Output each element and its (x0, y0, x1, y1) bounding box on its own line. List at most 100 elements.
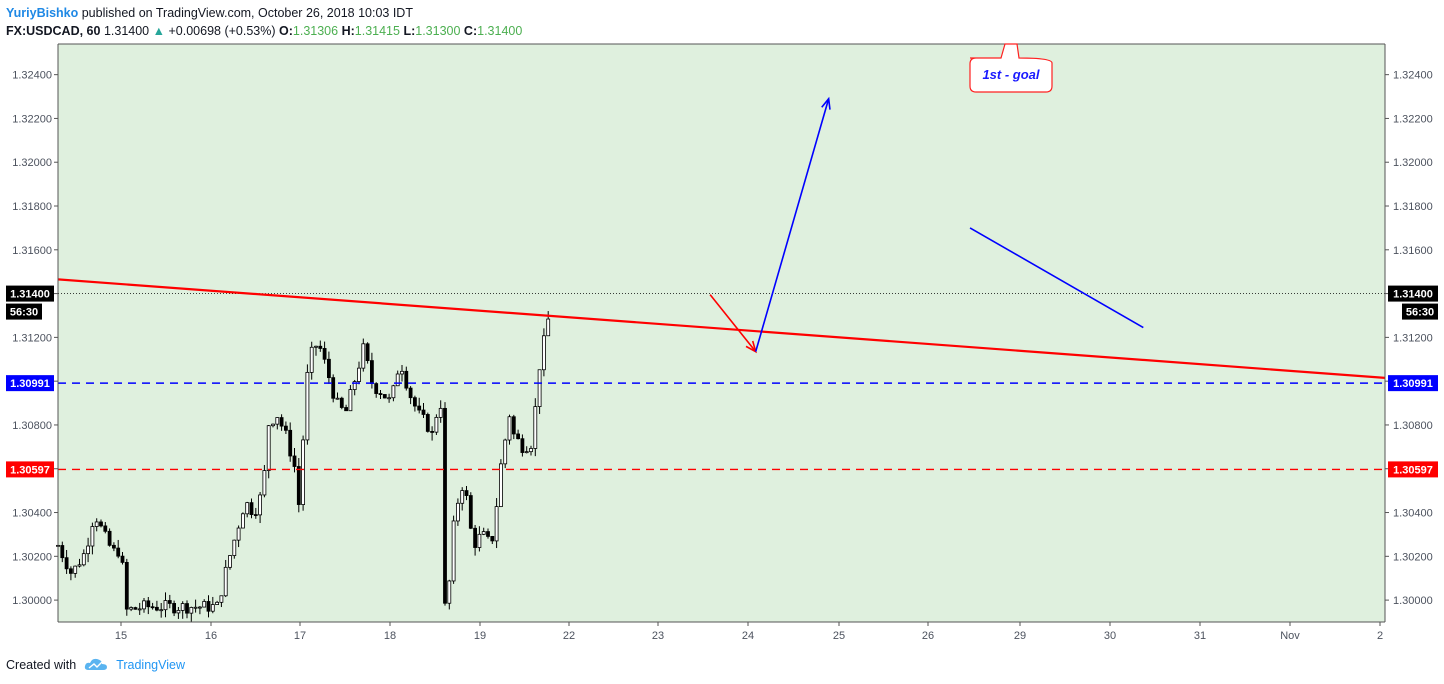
right-price-scale[interactable]: 1.300001.302001.304001.306001.308001.310… (1385, 70, 1433, 607)
plot-area[interactable] (58, 44, 1385, 622)
time-scale[interactable]: 15 16 17 18 19 22 23 24 25 26 29 30 31 Nov 2 (115, 622, 1383, 642)
triangle-up-icon: ▲ (152, 24, 165, 38)
footer: Created with TradingView (6, 658, 185, 672)
y-tick-label-left: 1.32000 (12, 157, 52, 169)
close-label: C: (463, 24, 478, 38)
candle-up (348, 389, 353, 412)
candle-down (374, 383, 379, 394)
candle-up (498, 463, 503, 508)
open-label: O: (279, 24, 293, 38)
y-tick-label-left: 1.30000 (12, 595, 52, 607)
candle-up (193, 606, 198, 609)
candle-down (64, 557, 69, 570)
candle-down (468, 495, 473, 529)
candle-up (434, 416, 439, 433)
candle-up (503, 439, 508, 465)
candle-down (185, 603, 189, 614)
candle-down (486, 531, 490, 537)
candle-down (421, 409, 426, 415)
trendline (57, 278, 1386, 379)
candle-down (443, 407, 447, 604)
candle-up (245, 502, 250, 515)
candle-up (301, 439, 306, 505)
last-price-badge-left: 1.31400 (10, 289, 50, 301)
candle-up (524, 451, 529, 454)
candle-up (180, 603, 185, 611)
level-badge-right: 1.30991 (1393, 378, 1433, 390)
x-tick-label: 18 (384, 630, 396, 642)
candle-down (206, 601, 211, 612)
candle-up (537, 369, 542, 407)
candle-down (154, 606, 159, 611)
last-price-badge-left-bg (6, 285, 54, 302)
candle-up (438, 407, 443, 418)
candle-down (516, 433, 520, 440)
candle-down (318, 345, 323, 349)
low-value: 1.31300 (415, 24, 461, 38)
y-tick-label-left: 1.30800 (12, 420, 52, 432)
y-tick-label-right: 1.30800 (1393, 420, 1433, 432)
candle-down (339, 397, 344, 408)
y-tick-label-right: 1.31800 (1393, 201, 1433, 213)
y-tick-label-left: 1.31200 (12, 332, 52, 344)
candle-down (172, 603, 177, 614)
candles-layer (56, 311, 551, 622)
y-tick-label-right: 1.32000 (1393, 157, 1433, 169)
candle-up (266, 425, 271, 471)
level-badge-left: 1.30991 (10, 378, 50, 390)
candle-up (215, 601, 220, 605)
y-tick-label-right: 1.32200 (1393, 113, 1433, 125)
candle-up (447, 580, 452, 604)
candle-down (292, 455, 297, 467)
countdown-badge-left: 56:30 (10, 307, 38, 319)
level-badge-left: 1.30597 (10, 464, 50, 476)
price-change: +0.00698 (+0.53%) (168, 24, 276, 38)
candle-up (309, 346, 314, 373)
candle-up (197, 606, 202, 609)
candle-up (542, 335, 546, 371)
callout-box (969, 43, 1053, 93)
price-badges: 1.31400 56:30 1.31400 56:30 1.30991 1.30991 1.… (6, 285, 1438, 478)
x-tick-label: 24 (742, 630, 754, 642)
candle-down (146, 600, 151, 608)
level-badge-left-bg (6, 375, 54, 392)
candle-up (94, 521, 99, 527)
candle-down (520, 438, 525, 453)
candle-up (232, 539, 237, 556)
candle-down (490, 536, 495, 542)
projection-line (969, 227, 1144, 329)
candle-up (314, 345, 318, 348)
close-value: 1.31400 (477, 24, 523, 38)
left-price-scale[interactable]: 1.300001.302001.304001.306001.308001.310… (12, 70, 58, 607)
candle-down (120, 555, 125, 563)
last-price: 1.31400 (103, 24, 150, 38)
x-tick-label: 2 (1377, 630, 1383, 642)
candle-down (103, 525, 108, 532)
candle-up (477, 533, 482, 548)
publish-line: YuriyBishko published on TradingView.com… (6, 4, 522, 22)
candle-down (365, 343, 370, 362)
candle-up (159, 609, 164, 612)
tradingview-link[interactable]: TradingView (116, 658, 185, 672)
candle-down (464, 490, 469, 496)
high-label: H: (341, 24, 355, 38)
candle-up (361, 343, 366, 369)
candle-up (481, 531, 486, 535)
x-tick-label: 30 (1104, 630, 1116, 642)
x-tick-label: 16 (205, 630, 217, 642)
callout-text: 1st - goal (982, 67, 1039, 82)
candle-up (137, 608, 142, 611)
candle-down (167, 600, 172, 604)
candle-down (124, 561, 129, 610)
symbol-label: FX:USDCAD, 60 (6, 24, 101, 38)
high-value: 1.31415 (354, 24, 400, 38)
author-link[interactable]: YuriyBishko (6, 6, 79, 20)
arrow-line (709, 294, 757, 353)
candle-down (107, 530, 112, 546)
candle-up (219, 595, 224, 603)
candle-down (412, 397, 417, 407)
candle-up (163, 600, 168, 611)
candle-down (369, 360, 374, 384)
x-tick-label: 15 (115, 630, 127, 642)
